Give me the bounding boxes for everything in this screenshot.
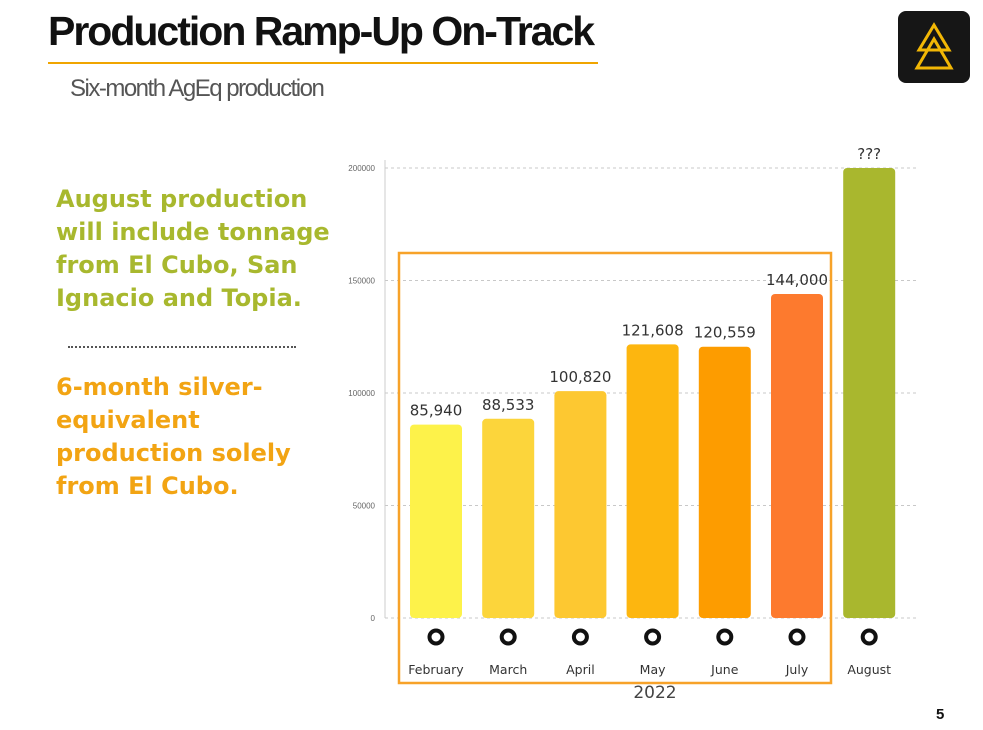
bar-march: [482, 418, 535, 618]
data-label-july: 144,000: [766, 271, 828, 289]
page-subtitle: Six-month AgEq production: [70, 75, 325, 102]
bar-february: [410, 424, 462, 618]
data-label-february: 85,940: [410, 402, 463, 420]
x-tick-label: April: [566, 662, 595, 677]
data-label-august: ???: [857, 145, 881, 163]
bar-july: [771, 294, 823, 618]
x-tick-label: February: [408, 662, 464, 677]
triangle-logo-icon: [914, 22, 954, 70]
ring-icon: [860, 628, 878, 646]
dotted-divider: [68, 346, 296, 348]
bar-august: [843, 168, 896, 618]
bar-june: [698, 346, 751, 618]
page-number: 5: [936, 706, 945, 723]
y-tick-label: 50000: [353, 502, 376, 511]
page-title: Production Ramp-Up On-Track: [48, 8, 595, 54]
x-tick-label: June: [710, 662, 739, 677]
y-tick-label: 200000: [348, 164, 375, 173]
y-tick-label: 150000: [348, 277, 375, 286]
ring-icon: [788, 628, 806, 646]
highlight-box: [397, 251, 833, 685]
ring-icon: [716, 628, 734, 646]
data-label-march: 88,533: [482, 396, 535, 414]
y-axis-ticks: 0 50000 100000 150000 200000: [348, 164, 375, 623]
x-tick-label: March: [489, 662, 527, 677]
side-note-august: August production will include tonnage f…: [56, 185, 330, 312]
x-tick-label: August: [847, 662, 891, 677]
company-logo: [898, 11, 970, 83]
x-tick-label: July: [785, 662, 809, 677]
ring-icon: [427, 628, 445, 646]
ring-icon: [644, 628, 662, 646]
y-tick-label: 0: [371, 614, 376, 623]
data-label-may: 121,608: [622, 321, 684, 339]
side-note-six-month: 6-month silver- equivalent production so…: [56, 373, 291, 500]
chart-bars: [410, 168, 896, 618]
title-underline: [48, 62, 598, 64]
bar-april: [554, 391, 607, 618]
ring-icon: [571, 628, 589, 646]
y-tick-label: 100000: [348, 389, 375, 398]
x-axis-labels: February March April May June July August: [408, 662, 891, 677]
data-label-april: 100,820: [549, 368, 611, 386]
ring-icon: [499, 628, 517, 646]
x-tick-label: May: [640, 662, 666, 677]
bar-may: [626, 344, 679, 618]
data-label-june: 120,559: [694, 324, 756, 342]
chart-data-labels: 85,940 88,533 100,820 121,608 120,559 144,000…: [410, 145, 881, 420]
year-group-label: 2022: [633, 683, 676, 703]
month-markers: [427, 628, 878, 646]
